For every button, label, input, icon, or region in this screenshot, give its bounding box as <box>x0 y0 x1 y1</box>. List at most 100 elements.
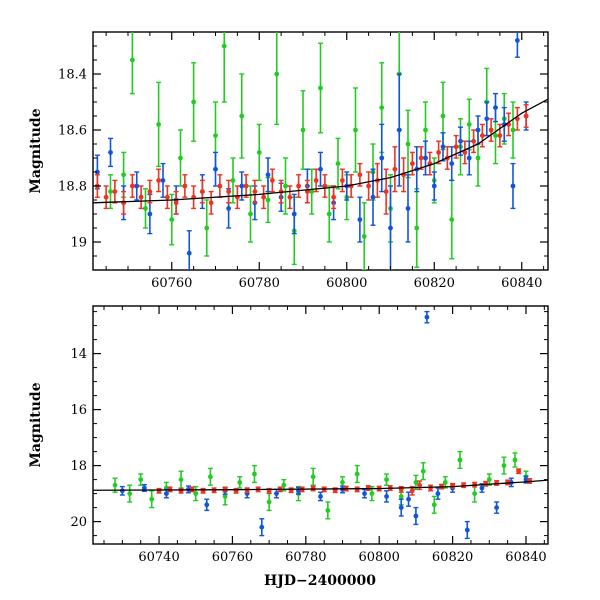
data-point <box>313 178 319 183</box>
top-series-1-point-3 <box>134 171 140 201</box>
bottom-series-0-point-2 <box>138 473 144 486</box>
top-series-0-point-22 <box>326 185 332 243</box>
data-point <box>379 155 385 161</box>
top-series-1-point-38 <box>514 32 520 58</box>
bottom-series-2-point-25 <box>428 484 434 492</box>
data-point <box>512 457 518 463</box>
top-x-tick-label: 60820 <box>414 276 455 291</box>
top-plot-frame <box>92 31 549 271</box>
top-series-0-point-21 <box>318 42 323 134</box>
data-point <box>370 194 376 200</box>
top-panel: 60760 60780 60800 60820 6084018.418.618.819 … <box>28 31 549 291</box>
top-series-0-point-16 <box>274 32 280 126</box>
data-point <box>186 250 192 256</box>
data-point <box>331 194 337 200</box>
bottom-series-1-point-17 <box>424 310 430 324</box>
data-point <box>248 211 253 217</box>
top-series-1-point-7 <box>186 230 192 270</box>
bottom-series-0-point-28 <box>501 456 507 475</box>
data-point <box>163 491 169 496</box>
data-point <box>283 183 288 189</box>
top-series-1-point-28 <box>431 171 437 201</box>
bottom-series-2-point-31 <box>494 480 500 486</box>
top-y-tick-label: 18.6 <box>58 124 87 139</box>
bottom-series-0-point-19 <box>384 473 390 486</box>
data-point <box>274 71 280 77</box>
data-point <box>396 127 402 133</box>
data-point <box>339 178 345 183</box>
top-series-1-point-34 <box>484 101 490 137</box>
data-point <box>431 183 437 189</box>
data-point <box>239 113 245 119</box>
data-point <box>458 138 463 144</box>
bottom-series-2-point-33 <box>516 468 522 475</box>
top-y-tick-label: 18.8 <box>58 180 87 195</box>
top-series-0-point-19 <box>300 90 306 170</box>
data-point <box>318 85 323 91</box>
data-point <box>497 133 503 139</box>
data-point <box>493 133 498 139</box>
data-point <box>200 488 206 494</box>
bottom-x-tick-label: 60760 <box>212 550 253 565</box>
top-series-1-point-24 <box>396 73 402 187</box>
top-series-2-point-8 <box>164 185 170 210</box>
top-y-tick-label: 18.4 <box>58 68 87 83</box>
data-point <box>392 166 398 172</box>
data-point <box>243 183 249 189</box>
top-series-2-point-2 <box>112 179 118 204</box>
top-series-0-point-2 <box>129 32 135 95</box>
top-series-0-point-3 <box>143 188 148 229</box>
top-series-2-point-25 <box>313 168 319 193</box>
bottom-series-2 <box>156 468 533 496</box>
bottom-series-1-point-18 <box>435 487 441 500</box>
top-series-1-point-31 <box>458 126 463 156</box>
data-point <box>398 505 404 510</box>
bottom-y-tick-label: 16 <box>70 403 87 418</box>
data-point <box>147 189 153 195</box>
top-series-2-point-23 <box>296 174 302 198</box>
top-series-1 <box>94 32 529 270</box>
bottom-series-0-point-15 <box>325 501 331 520</box>
top-series-2-point-17 <box>243 174 249 198</box>
top-series-2-point-7 <box>156 168 162 193</box>
data-point <box>479 133 485 139</box>
data-point <box>191 99 197 105</box>
top-series-2-point-22 <box>287 185 293 210</box>
top-tick-marks <box>93 31 548 271</box>
data-point <box>488 127 494 133</box>
data-point <box>173 200 179 206</box>
top-series-1-point-1 <box>108 137 113 168</box>
bottom-series-0-point-27 <box>486 473 492 486</box>
data-point <box>108 150 113 155</box>
bottom-series-0-point-26 <box>472 484 478 503</box>
bottom-series-0-point-10 <box>251 464 257 484</box>
top-series-2-point-27 <box>331 185 337 210</box>
data-point <box>141 485 147 491</box>
data-point <box>366 183 372 189</box>
data-point <box>493 105 498 110</box>
data-point <box>265 172 271 178</box>
data-point <box>510 183 516 189</box>
top-series-2-point-1 <box>103 185 109 210</box>
bottom-series-2-point-0 <box>156 487 162 494</box>
data-point <box>379 105 385 110</box>
data-point <box>208 474 213 480</box>
data-point <box>129 183 135 189</box>
bottom-series-0-point-11 <box>266 492 272 512</box>
data-point <box>169 217 175 223</box>
data-point <box>418 155 424 161</box>
data-point <box>466 122 472 127</box>
data-point <box>354 471 360 477</box>
top-series-1-point-33 <box>475 115 481 145</box>
top-series-0-point-14 <box>256 123 262 182</box>
bottom-series-1-point-13 <box>384 490 390 503</box>
bottom-y-tick-label: 14 <box>70 347 87 362</box>
data-point <box>193 491 199 496</box>
data-point <box>237 480 243 485</box>
data-point <box>204 502 210 508</box>
data-point <box>213 133 218 139</box>
data-point <box>309 189 315 195</box>
top-series-2-point-30 <box>357 162 363 187</box>
data-point <box>405 141 411 147</box>
top-series-2-point-34 <box>392 146 398 193</box>
